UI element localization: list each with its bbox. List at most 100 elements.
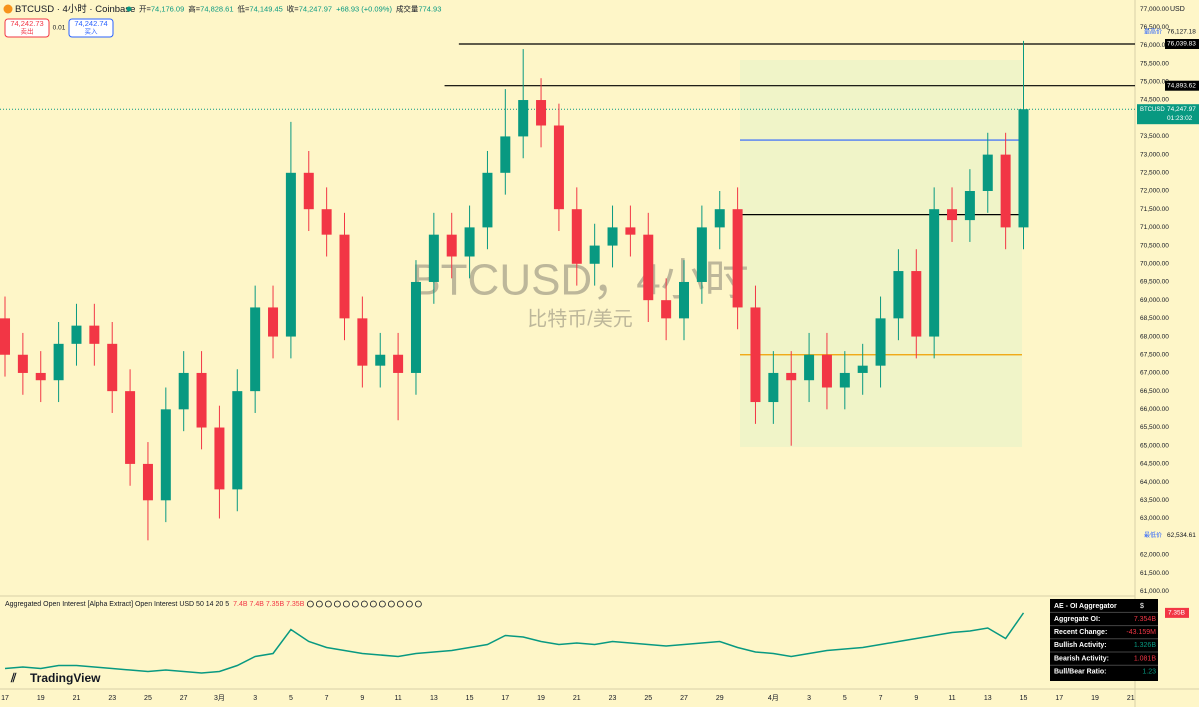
- x-tick-label: 9: [914, 695, 918, 702]
- buy-button[interactable]: [68, 18, 114, 38]
- x-tick-label: 19: [537, 695, 545, 702]
- y-tick-label: 69,500.00: [1140, 279, 1169, 286]
- x-tick-label: 17: [1055, 695, 1063, 702]
- x-tick-label: 25: [144, 695, 152, 702]
- last-badge: [1137, 104, 1199, 125]
- x-tick-label: 7: [325, 695, 329, 702]
- x-tick-label: 13: [984, 695, 992, 702]
- ohlc-value: 74,149.45: [249, 4, 282, 13]
- y-tick-label: 76,500.00: [1140, 24, 1169, 31]
- candle-body: [35, 372, 46, 381]
- candle-body: [589, 245, 600, 264]
- low-name: 最低价: [1144, 531, 1162, 539]
- y-tick-label: 64,000.00: [1140, 479, 1169, 486]
- candle-body: [553, 125, 564, 210]
- x-tick-label: 27: [180, 695, 188, 702]
- y-tick-label: 73,000.00: [1140, 151, 1169, 158]
- indicator-icon: [342, 600, 350, 608]
- profile-range: [740, 60, 1022, 447]
- ohlc-value: 74,828.61: [200, 4, 233, 13]
- y-tick-label: 62,000.00: [1140, 552, 1169, 559]
- level-badge: [1165, 80, 1199, 91]
- ohlc-label: 高=: [188, 3, 200, 13]
- candle-body: [375, 354, 386, 366]
- y-tick-label: 63,000.00: [1140, 515, 1169, 522]
- candle-body: [732, 209, 743, 308]
- x-tick-label: 11: [394, 695, 401, 702]
- candle-body: [0, 318, 11, 355]
- x-tick-label: 21: [73, 695, 81, 702]
- currency[interactable]: USD: [1170, 6, 1185, 13]
- y-tick-label: 68,500.00: [1140, 315, 1169, 322]
- indicator-icon: [351, 600, 359, 608]
- oi-last-label: 7.35B: [1168, 610, 1185, 617]
- candle-body: [893, 271, 904, 319]
- candle-body: [804, 354, 815, 381]
- watermark-subtitle: 比特币/美元: [527, 307, 633, 330]
- last-symbol: BTCUSD: [1140, 107, 1165, 113]
- y-tick-label: 67,500.00: [1140, 351, 1169, 358]
- ohlc-value: 74,247.97: [299, 4, 332, 13]
- y-tick-label: 74,500.00: [1140, 97, 1169, 104]
- symbol[interactable]: BTCUSD · 4小时 · Coinbase: [15, 3, 135, 15]
- candle-body: [393, 354, 404, 373]
- table-key: Recent Change:: [1054, 629, 1107, 636]
- last-value: 74,247.97: [1167, 106, 1196, 113]
- y-tick-label: 70,000.00: [1140, 260, 1169, 267]
- candle-body: [964, 191, 975, 221]
- candle-body: [911, 271, 922, 337]
- y-tick-label: 76,000.00: [1140, 42, 1169, 49]
- x-tick-label: 3: [807, 695, 811, 702]
- indicator-values: 7.4B 7.4B 7.35B 7.35B: [233, 601, 305, 608]
- candle-body: [786, 372, 797, 381]
- indicator-icon: [324, 600, 332, 608]
- x-tick-label: 25: [644, 695, 652, 702]
- candle-body: [821, 354, 832, 388]
- indicator-icon: [306, 600, 314, 608]
- ohlc-label: 低=: [238, 3, 250, 13]
- table-key: Aggregate OI:: [1054, 616, 1100, 623]
- y-tick-label: 61,500.00: [1140, 570, 1169, 577]
- x-tick-label: 4月: [768, 694, 779, 702]
- candle-body: [357, 318, 368, 366]
- y-tick-label: 64,500.00: [1140, 461, 1169, 468]
- x-tick-label: 13: [430, 695, 438, 702]
- indicator-title: Aggregated Open Interest [Alpha Extract]…: [5, 601, 229, 608]
- candle-body: [571, 209, 582, 264]
- y-tick-label: 69,000.00: [1140, 297, 1169, 304]
- x-tick-label: 17: [1, 695, 9, 702]
- candle-body: [500, 136, 511, 173]
- x-tick-label: 21: [1127, 695, 1135, 702]
- candle-body: [482, 172, 493, 228]
- candle-body: [214, 427, 225, 490]
- x-tick-label: 19: [1091, 695, 1099, 702]
- table-key: Bearish Activity:: [1054, 655, 1109, 662]
- candle-body: [750, 307, 761, 403]
- candle-body: [339, 234, 350, 319]
- indicator-icon: [360, 600, 368, 608]
- y-tick-label: 72,500.00: [1140, 170, 1169, 177]
- sell-button[interactable]: [4, 18, 50, 38]
- y-tick-label: 75,000.00: [1140, 79, 1169, 86]
- symbol-icon: [3, 4, 13, 14]
- x-tick-label: 15: [466, 695, 474, 702]
- logo: TradingView: [30, 671, 101, 685]
- level-badge: [1165, 38, 1199, 49]
- x-tick-label: 19: [37, 695, 45, 702]
- candle-body: [89, 325, 100, 344]
- x-tick-label: 7: [879, 695, 883, 702]
- x-tick-label: 11: [948, 695, 955, 702]
- y-tick-label: 75,500.00: [1140, 60, 1169, 67]
- candle-body: [643, 234, 654, 301]
- candle-body: [446, 234, 457, 257]
- y-tick-label: 71,000.00: [1140, 224, 1169, 231]
- table-key: Bullish Activity:: [1054, 642, 1107, 649]
- candle-body: [285, 172, 296, 337]
- indicator-icon: [387, 600, 395, 608]
- y-tick-label: 66,500.00: [1140, 388, 1169, 395]
- logo-icon: ⫽: [10, 671, 17, 685]
- table-value: 1.326B: [1134, 642, 1157, 649]
- indicator-icon: [369, 600, 377, 608]
- candle-body: [982, 154, 993, 192]
- candle-body: [142, 463, 153, 501]
